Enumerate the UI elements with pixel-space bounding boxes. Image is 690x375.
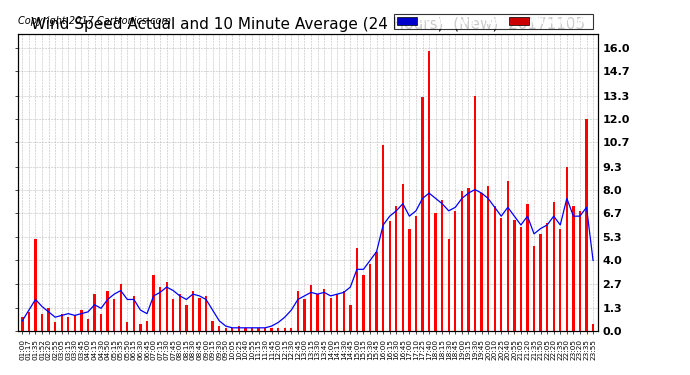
Bar bbox=[579, 211, 581, 332]
Bar bbox=[559, 228, 562, 332]
Bar bbox=[382, 145, 384, 332]
Bar bbox=[540, 234, 542, 332]
Bar bbox=[526, 204, 529, 332]
Bar bbox=[211, 321, 214, 332]
Bar bbox=[139, 324, 141, 332]
Bar bbox=[218, 326, 220, 332]
Bar bbox=[152, 274, 155, 332]
Bar bbox=[205, 296, 207, 332]
Bar bbox=[428, 51, 431, 332]
Bar bbox=[264, 328, 266, 332]
Bar bbox=[520, 227, 522, 332]
Bar bbox=[448, 239, 450, 332]
Bar bbox=[415, 216, 417, 332]
Bar bbox=[198, 298, 201, 332]
Bar bbox=[388, 222, 391, 332]
Bar bbox=[132, 296, 135, 332]
Bar bbox=[566, 166, 568, 332]
Bar bbox=[395, 206, 397, 332]
Bar bbox=[250, 328, 253, 332]
Bar bbox=[454, 211, 457, 332]
Bar bbox=[408, 228, 411, 332]
Bar bbox=[93, 294, 96, 332]
Bar bbox=[585, 118, 588, 332]
Bar bbox=[290, 328, 293, 332]
Bar bbox=[375, 252, 377, 332]
Bar bbox=[297, 291, 299, 332]
Bar bbox=[422, 98, 424, 332]
Bar bbox=[192, 291, 194, 332]
Bar bbox=[185, 305, 188, 332]
Bar bbox=[244, 328, 246, 332]
Bar bbox=[237, 326, 240, 332]
Bar bbox=[461, 191, 463, 332]
Bar bbox=[572, 206, 575, 332]
Title: Wind Speed Actual and 10 Minute Average (24 Hours)  (New)  20171105: Wind Speed Actual and 10 Minute Average … bbox=[30, 17, 585, 32]
Bar bbox=[362, 274, 364, 332]
Bar bbox=[224, 328, 227, 332]
Bar bbox=[172, 300, 175, 332]
Bar bbox=[119, 284, 122, 332]
Bar bbox=[343, 291, 345, 332]
Bar bbox=[231, 328, 233, 332]
Bar bbox=[493, 206, 496, 332]
Bar bbox=[474, 96, 476, 332]
Bar bbox=[369, 264, 371, 332]
Bar bbox=[21, 317, 23, 332]
Bar bbox=[80, 310, 83, 332]
Bar bbox=[336, 294, 338, 332]
Bar bbox=[67, 317, 70, 332]
Bar bbox=[441, 200, 444, 332]
Bar bbox=[317, 294, 319, 332]
Text: Copyright 2017 Cartronics.com: Copyright 2017 Cartronics.com bbox=[18, 16, 171, 26]
Bar bbox=[146, 321, 148, 332]
Bar bbox=[284, 328, 286, 332]
Bar bbox=[48, 308, 50, 332]
Bar bbox=[54, 322, 57, 332]
Bar bbox=[553, 202, 555, 332]
Bar bbox=[179, 294, 181, 332]
Bar bbox=[435, 213, 437, 332]
Bar bbox=[166, 282, 168, 332]
Bar bbox=[592, 324, 594, 332]
Bar bbox=[487, 186, 489, 332]
Bar bbox=[41, 314, 43, 332]
Bar bbox=[513, 220, 515, 332]
Legend: 10 Min Avg (mph), Wind (mph): 10 Min Avg (mph), Wind (mph) bbox=[394, 14, 593, 29]
Bar bbox=[126, 322, 128, 332]
Bar bbox=[500, 218, 502, 332]
Bar bbox=[356, 248, 358, 332]
Bar bbox=[277, 328, 279, 332]
Bar bbox=[100, 314, 102, 332]
Bar bbox=[330, 298, 332, 332]
Bar bbox=[113, 300, 115, 332]
Bar bbox=[323, 289, 325, 332]
Bar bbox=[87, 319, 89, 332]
Bar bbox=[106, 291, 109, 332]
Bar bbox=[480, 193, 483, 332]
Bar bbox=[61, 314, 63, 332]
Bar bbox=[257, 328, 259, 332]
Bar bbox=[467, 188, 470, 332]
Bar bbox=[546, 223, 549, 332]
Bar bbox=[28, 312, 30, 332]
Bar bbox=[304, 300, 306, 332]
Bar bbox=[310, 285, 312, 332]
Bar bbox=[533, 246, 535, 332]
Bar bbox=[34, 239, 37, 332]
Bar bbox=[270, 328, 273, 332]
Bar bbox=[506, 181, 509, 332]
Bar bbox=[349, 305, 351, 332]
Bar bbox=[74, 315, 76, 332]
Bar bbox=[159, 287, 161, 332]
Bar bbox=[402, 184, 404, 332]
